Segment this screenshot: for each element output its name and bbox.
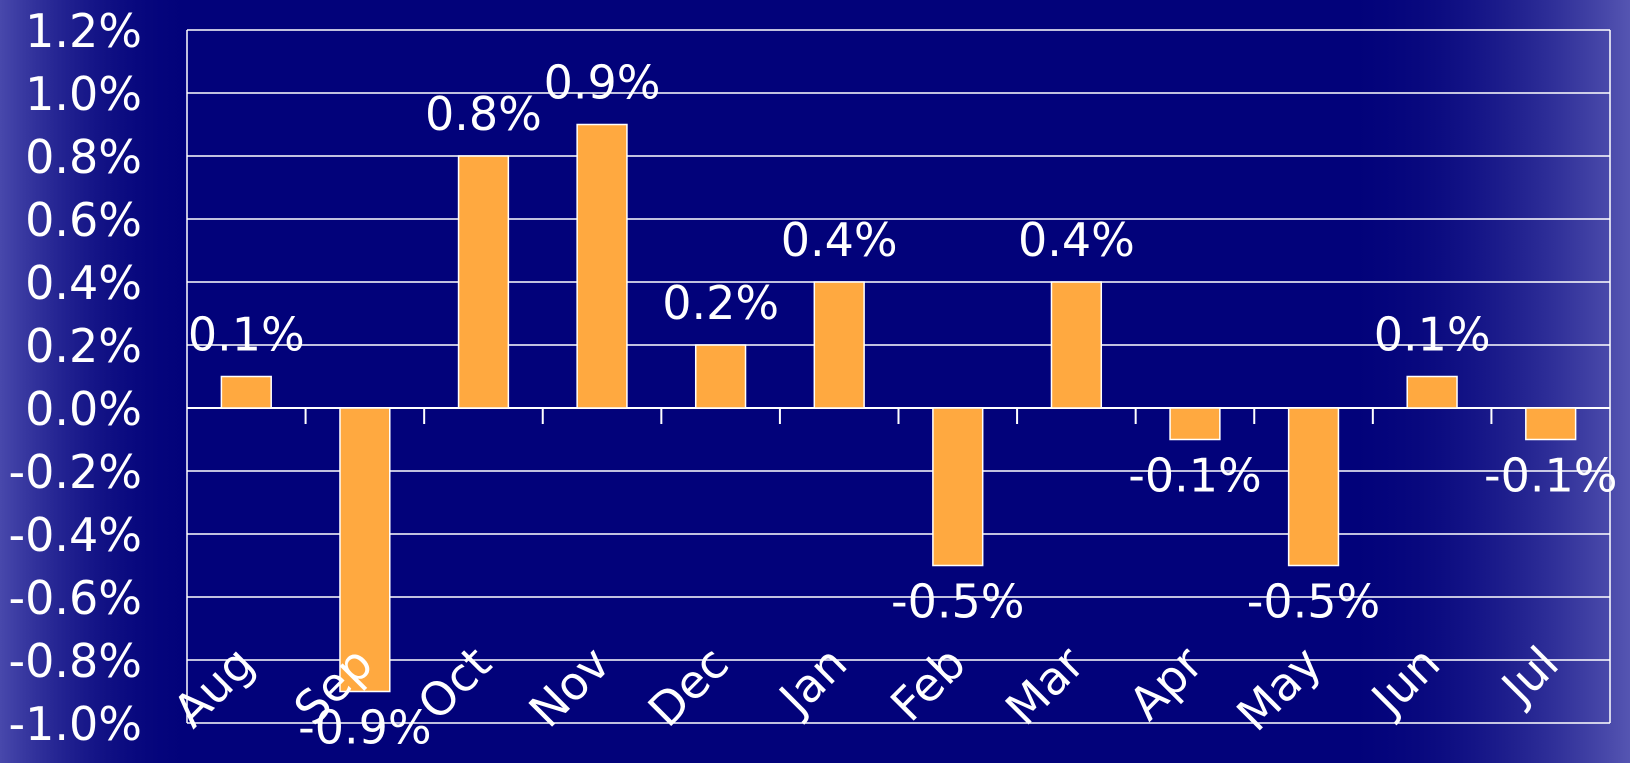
bar xyxy=(694,344,747,409)
value-label: 0.1% xyxy=(1374,308,1491,362)
y-tick-label: 0.2% xyxy=(25,319,142,373)
value-label: 0.2% xyxy=(662,276,779,330)
bar xyxy=(457,155,510,409)
y-tick-label: -0.8% xyxy=(9,634,142,688)
y-tick-label: -0.2% xyxy=(9,445,142,499)
value-label: 0.4% xyxy=(781,213,898,267)
y-tick-label: 1.2% xyxy=(25,4,142,58)
value-label: -0.9% xyxy=(298,701,431,755)
value-label: -0.5% xyxy=(1247,575,1380,629)
value-label: 0.9% xyxy=(544,56,661,110)
bar xyxy=(813,281,865,409)
y-tick-label: -0.4% xyxy=(9,508,142,562)
value-label: -0.5% xyxy=(891,575,1024,629)
bar xyxy=(1525,407,1577,441)
y-tick-label: -1.0% xyxy=(9,697,142,751)
y-tick-label: 0.6% xyxy=(25,193,142,247)
bar xyxy=(576,123,628,409)
bar xyxy=(1169,407,1221,441)
bar xyxy=(932,407,984,567)
bar xyxy=(339,407,391,693)
value-label: -0.1% xyxy=(1484,449,1617,503)
y-tick-label: 0.8% xyxy=(25,130,142,184)
y-tick-label: 1.0% xyxy=(25,67,142,121)
y-tick-label: 0.0% xyxy=(25,382,142,436)
value-label: 0.1% xyxy=(188,308,305,362)
value-label: -0.1% xyxy=(1128,449,1261,503)
value-label: 0.4% xyxy=(1018,213,1135,267)
y-tick-label: 0.4% xyxy=(25,256,142,310)
bar xyxy=(1050,281,1103,409)
y-tick-label: -0.6% xyxy=(9,571,142,625)
bar xyxy=(1406,375,1458,409)
bar xyxy=(1287,407,1340,567)
bar xyxy=(220,375,272,409)
value-label: 0.8% xyxy=(425,87,542,141)
